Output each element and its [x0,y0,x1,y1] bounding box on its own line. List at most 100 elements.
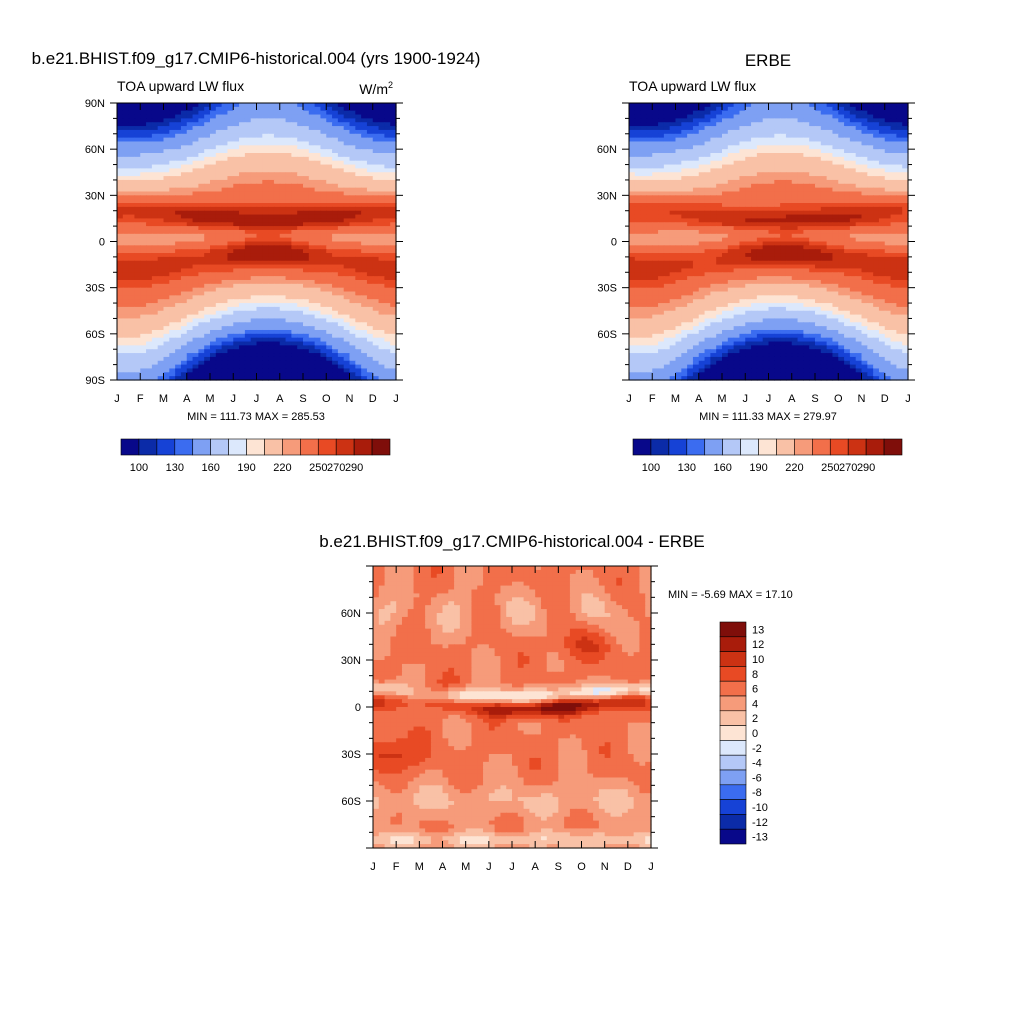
erbe-field-cell [751,145,758,150]
model-field-cell [332,303,339,308]
erbe-field-cell [785,160,793,166]
erbe-field-cell [780,214,787,220]
model-field-cell [320,218,327,223]
erbe-field-cell [646,156,653,162]
model-field-cell [134,287,141,293]
erbe-field-cell [890,145,897,150]
model-field-cell [134,203,141,208]
model-field-cell [285,295,292,300]
model-field-cell [390,156,397,162]
erbe-field-cell [832,191,839,196]
model-field-cell [169,314,176,320]
erbe-field-cell [646,199,653,204]
model-field-cell [361,260,368,266]
model-field-cell [215,356,223,362]
erbe-field-cell [698,106,706,112]
erbe-field-cell [710,199,717,204]
model-field-cell [285,129,292,135]
erbe-field-cell [797,110,804,116]
erbe-field-cell [640,126,648,131]
model-field-cell [186,103,194,108]
model-field-cell [140,372,147,377]
model-field-cell [314,364,322,370]
model-field-cell [320,345,327,350]
model-field-cell [157,341,165,346]
model-field-cell [192,241,199,246]
model-field-cell [146,241,153,246]
erbe-field-cell [884,210,892,216]
erbe-field-cell [687,156,694,162]
model-field-cell [326,214,333,220]
erbe-field-cell [844,160,851,166]
model-field-cell [349,333,356,339]
model-field-cell [343,195,351,200]
erbe-field-cell [762,168,770,173]
model-field-cell [146,256,153,262]
model-field-cell [303,349,310,354]
model-field-cell [262,153,269,158]
erbe-field-cell [704,160,711,166]
model-field-cell [233,291,240,296]
model-field-cell [308,210,316,216]
model-field-cell [215,206,223,212]
model-field-cell [378,172,385,177]
model-field-cell [175,310,182,316]
model-field-cell [233,276,240,281]
model-field-cell [303,276,310,281]
model-field-cell [326,233,333,239]
model-field-cell [366,179,374,185]
model-field-cell [146,260,153,266]
model-field-cell [273,353,281,358]
model-field-cell [180,222,188,227]
model-field-cell [355,268,362,273]
model-field-cell [256,341,263,346]
model-field-cell [227,218,234,223]
model-field-cell [233,126,240,131]
model-field-cell [384,337,391,343]
erbe-field-cell [780,160,787,166]
model-field-cell [279,168,287,173]
model-field-cell [268,372,275,377]
model-field-cell [140,168,147,173]
model-field-cell [210,168,217,173]
model-field-cell [279,299,287,304]
model-field-cell [157,260,165,266]
model-field-cell [250,253,258,258]
erbe-field-cell [797,187,804,193]
model-field-cell [117,291,124,296]
model-field-cell [169,137,176,143]
model-field-cell [355,353,362,358]
erbe-field-cell [768,195,775,200]
model-field-cell [285,114,292,119]
model-field-cell [337,229,345,235]
model-field-cell [180,306,188,312]
model-field-cell [239,206,246,212]
model-field-cell [314,233,322,239]
erbe-field-cell [692,206,700,212]
erbe-field-cell [820,206,828,212]
model-field-cell [244,372,252,377]
model-field-cell [279,318,287,323]
model-field-cell [332,106,339,112]
model-field-cell [134,249,141,254]
model-field-cell [320,337,327,343]
model-field-cell [326,329,333,335]
erbe-field-cell [838,145,845,150]
erbe-field-cell [669,118,677,123]
model-field-cell [320,287,327,293]
model-field-cell [175,229,182,235]
model-field-cell [151,322,159,327]
model-field-cell [169,310,176,316]
erbe-field-cell [780,195,787,200]
model-field-cell [204,318,211,323]
erbe-field-cell [751,153,758,158]
erbe-field-cell [826,126,834,131]
model-field-cell [140,345,147,350]
model-field-cell [244,360,252,366]
model-field-cell [163,160,170,166]
model-field-cell [256,195,263,200]
erbe-field-cell [890,172,897,177]
model-field-cell [320,160,327,166]
model-field-cell [128,356,136,362]
model-field-cell [279,222,287,227]
